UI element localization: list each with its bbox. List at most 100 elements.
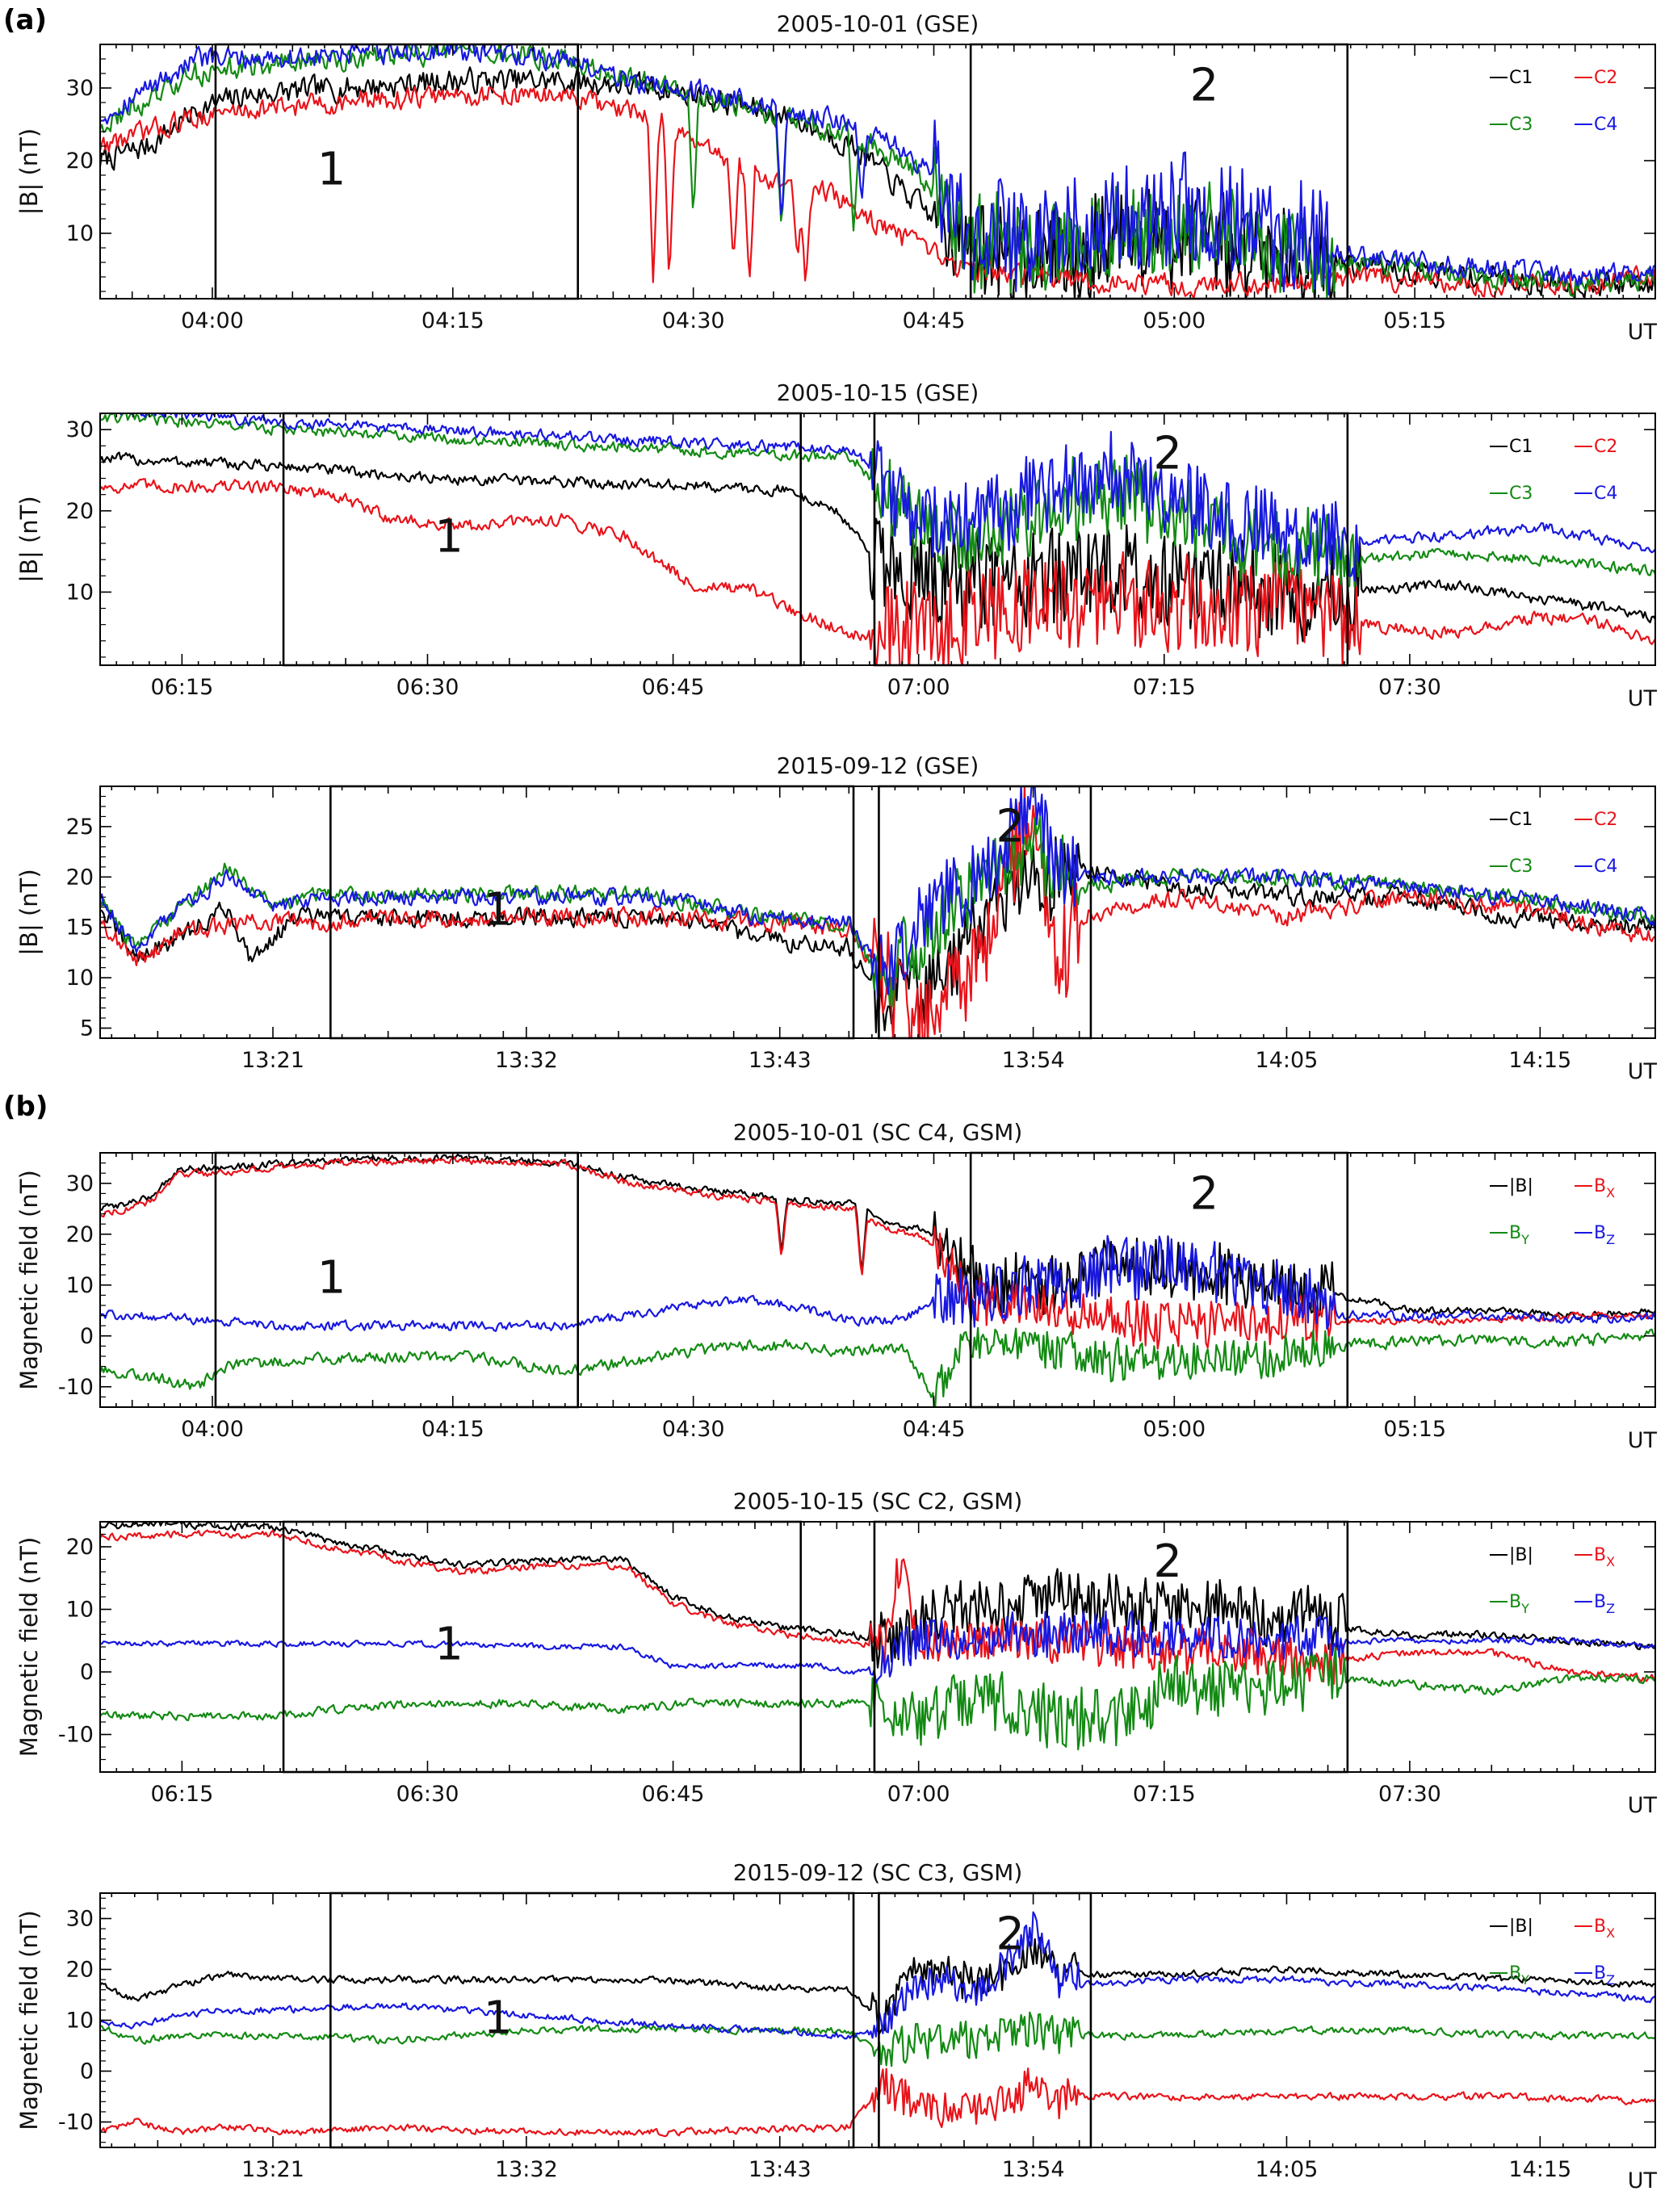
y-axis-label: Magnetic field (nT) — [15, 1910, 43, 2130]
y-axis-label: Magnetic field (nT) — [15, 1537, 43, 1757]
x-tick-label: 13:43 — [749, 2157, 811, 2182]
x-tick-label: 13:32 — [495, 1048, 558, 1073]
legend: C1 C2 C3 C4 — [1490, 810, 1617, 877]
series-line-c1 — [100, 836, 1655, 1033]
x-tick-label: 07:30 — [1378, 1782, 1441, 1807]
series-line-c4 — [100, 44, 1655, 295]
plot-frame — [99, 44, 1656, 300]
series-line-bx — [100, 1529, 1655, 1685]
legend-label: C3 — [1509, 484, 1533, 504]
x-tick-label: 04:45 — [903, 1417, 966, 1442]
y-tick-label: 0 — [80, 2059, 94, 2084]
y-tick-label: 30 — [66, 76, 94, 101]
x-tick-label: 13:21 — [241, 2157, 304, 2182]
y-axis-label: Magnetic field (nT) — [15, 1170, 43, 1390]
region-1-label: 1 — [317, 1251, 346, 1304]
series-line-by — [100, 1645, 1655, 1751]
region-2-label: 2 — [1190, 1167, 1219, 1220]
legend-label: BX — [1594, 1545, 1615, 1569]
x-tick-label: 06:30 — [396, 1782, 459, 1807]
series-line-b — [100, 1522, 1655, 1669]
x-tick-label: 05:00 — [1143, 1417, 1206, 1442]
series-line-c4 — [100, 413, 1655, 582]
x-tick-label: 04:45 — [903, 308, 966, 333]
series-line-bz — [100, 1911, 1655, 2040]
x-tick-label: 14:15 — [1508, 1048, 1571, 1073]
chart-title: 2015-09-12 (GSE) — [777, 752, 979, 779]
chart-5: 2005-10-15 (SC C2, GSM) 1 2 06:15 06:30 06:45… — [15, 1488, 1657, 1818]
series-line-c4 — [100, 786, 1655, 1000]
region-1-label: 1 — [484, 884, 513, 936]
legend-label: C1 — [1509, 810, 1533, 830]
series-line-c2 — [100, 478, 1655, 665]
chart-2: 2005-10-15 (GSE) 1 2 06:15 06:30 06:45 07:00 07… — [15, 379, 1657, 711]
legend-label: BZ — [1594, 1223, 1615, 1247]
x-tick-label: 06:15 — [150, 1782, 213, 1807]
x-axis-label: UT — [1628, 1793, 1658, 1818]
y-tick-label: 20 — [66, 1222, 94, 1247]
legend-label: |B| — [1509, 1917, 1533, 1937]
legend-label: BY — [1509, 1223, 1529, 1247]
legend-label: BZ — [1594, 1592, 1615, 1616]
series-line-bx — [100, 1156, 1655, 1350]
series-line-bz — [100, 1610, 1655, 1684]
x-axis-label: UT — [1628, 2168, 1658, 2193]
series-line-by — [100, 1326, 1655, 1407]
plot-area — [100, 413, 1655, 665]
x-axis-label: UT — [1628, 320, 1658, 345]
panel-label-a: (a) — [3, 4, 47, 36]
series-line-b — [100, 1154, 1655, 1321]
y-tick-label: -10 — [58, 1723, 94, 1748]
y-axis-label: |B| (nT) — [15, 128, 43, 215]
plot-area — [100, 1522, 1655, 1751]
y-tick-label: 10 — [66, 580, 94, 605]
region-1-label: 1 — [317, 143, 346, 195]
y-tick-label: 10 — [66, 2009, 94, 2034]
legend-label: C4 — [1594, 115, 1617, 135]
series-line-c2 — [100, 85, 1655, 299]
chart-title: 2005-10-01 (GSE) — [777, 10, 979, 37]
region-2-label: 2 — [1190, 59, 1219, 111]
region-2-label: 2 — [996, 1908, 1025, 1960]
region-1-label: 1 — [434, 511, 463, 563]
legend-label: BX — [1594, 1917, 1615, 1941]
chart-title: 2005-10-15 (GSE) — [777, 379, 979, 406]
series-line-c2 — [100, 786, 1655, 1038]
plot-area — [100, 1154, 1655, 1407]
chart-title: 2015-09-12 (SC C3, GSM) — [733, 1859, 1023, 1886]
x-axis-label: UT — [1628, 686, 1658, 711]
x-tick-label: 04:00 — [181, 1417, 244, 1442]
x-tick-label: 13:21 — [241, 1048, 304, 1073]
y-tick-label: 20 — [66, 1958, 94, 1983]
chart-title: 2005-10-15 (SC C2, GSM) — [733, 1488, 1023, 1514]
legend-label: C1 — [1509, 437, 1533, 457]
x-tick-label: 07:15 — [1133, 1782, 1196, 1807]
region-1-box — [282, 412, 803, 667]
region-1-label: 1 — [434, 1619, 463, 1671]
y-axis-label: |B| (nT) — [15, 869, 43, 955]
x-axis-label: UT — [1628, 1428, 1658, 1453]
legend-label: C4 — [1594, 857, 1617, 877]
plot-area — [100, 44, 1655, 299]
legend-label: C3 — [1509, 115, 1533, 135]
legend-label: C2 — [1594, 810, 1617, 830]
legend: C1 C2 C3 C4 — [1490, 68, 1617, 135]
x-tick-label: 13:43 — [749, 1048, 811, 1073]
series-line-c3 — [100, 413, 1655, 589]
x-tick-label: 04:00 — [181, 308, 244, 333]
plot-frame — [99, 1152, 1656, 1408]
x-tick-label: 06:45 — [642, 1782, 705, 1807]
x-tick-label: 06:30 — [396, 675, 459, 700]
y-tick-label: -10 — [58, 2110, 94, 2135]
legend-label: BX — [1594, 1176, 1615, 1200]
y-tick-label: -10 — [58, 1375, 94, 1400]
y-tick-label: 30 — [66, 417, 94, 442]
y-axis-label: |B| (nT) — [15, 496, 43, 582]
x-tick-label: 13:54 — [1002, 1048, 1065, 1073]
chart-4: 2005-10-01 (SC C4, GSM) 1 2 04:00 04:15 04:30… — [15, 1119, 1657, 1453]
region-2-label: 2 — [1153, 428, 1182, 480]
x-axis-label: UT — [1628, 1059, 1658, 1084]
